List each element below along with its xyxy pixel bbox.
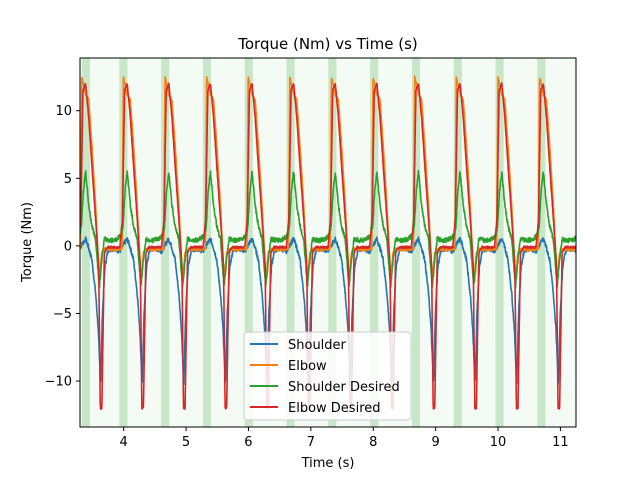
legend-label: Elbow [288, 359, 327, 374]
y-axis-label: Torque (Nm) [20, 202, 35, 283]
legend-box [243, 331, 412, 421]
shaded-band-11 [537, 58, 546, 427]
legend-label: Shoulder [288, 338, 347, 353]
y-tick-label: −10 [45, 375, 72, 390]
series-line-elbow-desired [80, 82, 576, 410]
plot-frame [79, 57, 577, 428]
axis-ticks: 4 5 6 7 8 9 10 11 −10 −5 0 5 10 [45, 104, 569, 450]
x-tick-label: 8 [369, 435, 377, 450]
chart-title: Torque (Nm) vs Time (s) [237, 35, 417, 53]
x-tick-label: 6 [244, 435, 252, 450]
y-tick-label: 0 [64, 239, 72, 254]
x-tick-label: 5 [182, 435, 190, 450]
x-tick-label: 4 [120, 435, 128, 450]
x-tick-label: 9 [431, 435, 439, 450]
legend-label: Elbow Desired [288, 401, 381, 416]
series-line-elbow [80, 75, 576, 282]
series-layer [80, 75, 576, 410]
y-tick-label: 5 [64, 172, 72, 187]
y-tick-label: 10 [55, 104, 72, 119]
x-axis-label: Time (s) [301, 456, 355, 471]
x-tick-label: 11 [552, 435, 569, 450]
y-tick-label: −5 [53, 307, 72, 322]
x-tick-label: 7 [307, 435, 315, 450]
legend: Shoulder Elbow Shoulder Desired Elbow Desir… [243, 331, 412, 421]
legend-label: Shoulder Desired [288, 380, 400, 395]
x-tick-label: 10 [490, 435, 507, 450]
